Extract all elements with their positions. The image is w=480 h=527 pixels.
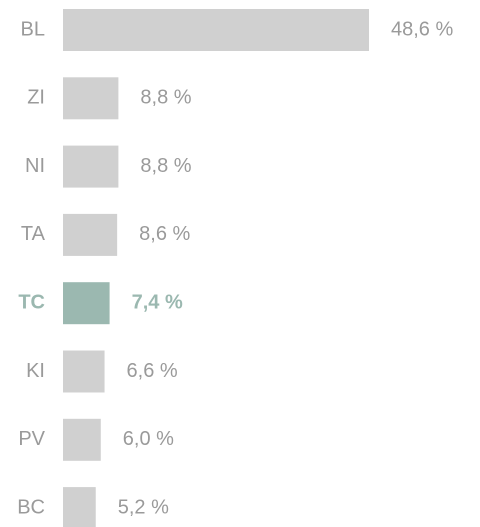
category-label: PV bbox=[18, 428, 45, 450]
category-label: BL bbox=[21, 18, 45, 40]
value-label: 8,6 % bbox=[139, 223, 190, 245]
category-label: TA bbox=[21, 223, 46, 245]
value-label: 6,6 % bbox=[127, 360, 178, 382]
category-label: KI bbox=[26, 360, 45, 382]
bar bbox=[63, 9, 369, 51]
bar bbox=[63, 418, 101, 461]
category-label: ZI bbox=[27, 87, 45, 109]
value-label: 8,8 % bbox=[140, 87, 191, 109]
bar bbox=[63, 282, 110, 325]
bar bbox=[63, 213, 118, 256]
bar bbox=[63, 350, 105, 393]
value-label: 5,2 % bbox=[118, 496, 169, 518]
bar bbox=[63, 77, 119, 120]
value-label: 8,8 % bbox=[140, 155, 191, 177]
value-label: 48,6 % bbox=[391, 18, 453, 40]
category-label: TC bbox=[18, 291, 45, 313]
category-label: BC bbox=[17, 496, 45, 518]
value-label: 7,4 % bbox=[132, 291, 183, 313]
bar bbox=[63, 487, 96, 527]
category-label: NI bbox=[25, 155, 45, 177]
bar bbox=[63, 145, 119, 188]
value-label: 6,0 % bbox=[123, 428, 174, 450]
